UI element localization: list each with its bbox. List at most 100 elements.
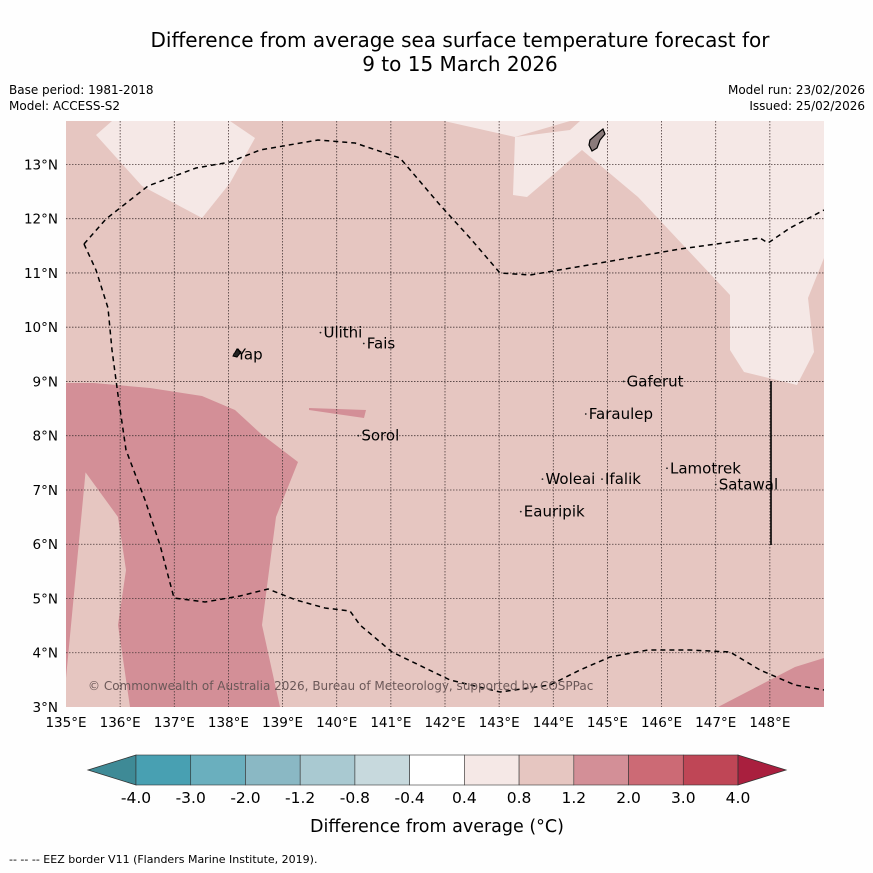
place-labels: Ulithi Fais Yap Gaferut Faraulep Sorol Lamotre… <box>232 324 778 521</box>
meta-right: Model run: 23/02/2026 Issued: 25/02/2026 <box>728 82 865 114</box>
yap-island-shape <box>232 348 242 358</box>
colorbar-tick-label: 1.2 <box>561 789 586 807</box>
atoll-marker <box>622 380 625 383</box>
eez-border-north <box>83 139 824 276</box>
y-tick-label: 4°N <box>33 646 58 662</box>
colorbar-segment <box>628 754 684 786</box>
colorbar-ticks: -4.0 -3.0 -2.0 -1.2 -0.8 -0.4 0.4 0.8 1.2 2.0 3.0 4… <box>121 789 750 807</box>
colorbar-tick-label: -0.8 <box>340 789 370 807</box>
x-tick-label: 138°E <box>208 715 249 731</box>
y-tick-label: 10°N <box>24 320 58 336</box>
colorbar-tick-label: -3.0 <box>176 789 206 807</box>
colorbar-segment <box>409 754 465 786</box>
colorbar-segment <box>518 754 575 786</box>
atoll-marker <box>666 467 668 470</box>
model-name: Model: ACCESS-S2 <box>9 99 121 113</box>
x-axis-ticks: 135°E 136°E 137°E 138°E 139°E 140°E 141°E 142°E… <box>45 715 790 731</box>
colorbar-tick-label: -0.4 <box>395 789 425 807</box>
y-tick-label: 12°N <box>24 212 58 228</box>
atoll-marker <box>519 510 522 513</box>
model-run: Model run: 23/02/2026 <box>727 83 865 97</box>
colorbar-segment <box>190 754 246 786</box>
colorbar-segment <box>464 754 520 786</box>
colorbar-segment <box>354 754 410 786</box>
y-tick-label: 7°N <box>33 483 58 499</box>
title-line-1: Difference from average sea surface temp… <box>150 28 770 52</box>
atoll-marker <box>362 342 365 345</box>
colorbar-tick-label: -2.0 <box>230 789 260 807</box>
y-axis-ticks: 3°N 4°N 5°N 6°N 7°N 8°N 9°N 10°N 11°N 12°N 13°N <box>24 157 58 716</box>
guam-island-shape <box>588 128 606 152</box>
place-label: Gaferut <box>627 372 684 390</box>
place-label: Ifalik <box>605 470 641 488</box>
anomaly-fill-1.2-2.0-patch <box>309 408 366 418</box>
x-tick-label: 143°E <box>479 715 520 731</box>
colorbar-tick-label: -4.0 <box>121 789 151 807</box>
colorbar-segment <box>135 754 192 786</box>
colorbar-tick-label: 0.8 <box>507 789 532 807</box>
place-label: Sorol <box>361 427 399 445</box>
place-label: Faraulep <box>589 405 653 423</box>
eez-footnote: -- -- -- EEZ border V11 (Flanders Marine… <box>9 853 318 866</box>
atoll-marker <box>584 413 587 415</box>
anomaly-fill-1.2-2.0-west <box>66 383 298 707</box>
x-tick-label: 141°E <box>370 715 411 731</box>
colorbar-label: Difference from average (°C) <box>310 817 564 837</box>
anomaly-fill-0.4-0.8-ne <box>444 121 824 385</box>
place-label: Fais <box>367 334 396 352</box>
colorbar-segment <box>573 754 629 786</box>
x-tick-label: 146°E <box>641 715 682 731</box>
colorbar-tick-label: 4.0 <box>726 789 751 807</box>
map-title: Difference from average sea surface temp… <box>60 28 860 76</box>
x-tick-label: 144°E <box>533 715 574 731</box>
eez-border-west <box>83 243 824 693</box>
anomaly-fill-1.2-2.0-se <box>718 658 824 707</box>
colorbar-segment <box>682 754 739 786</box>
meta-left: Base period: 1981-2018 Model: ACCESS-S2 <box>9 82 154 114</box>
atoll-marker <box>541 478 544 481</box>
colorbar-tick-label: 3.0 <box>671 789 696 807</box>
place-label: Satawal <box>719 476 778 494</box>
atoll-marker <box>232 353 235 356</box>
place-label: Woleai <box>545 470 595 488</box>
x-tick-label: 145°E <box>587 715 628 731</box>
x-tick-label: 148°E <box>749 715 790 731</box>
map-plot-area: Ulithi Fais Yap Gaferut Faraulep Sorol Lamotre… <box>66 121 824 707</box>
graticule <box>66 121 824 707</box>
colorbar-tick-label: 0.4 <box>452 789 477 807</box>
base-period: Base period: 1981-2018 <box>9 83 154 97</box>
place-label: Yap <box>236 345 263 363</box>
atoll-marker <box>601 478 603 481</box>
y-tick-label: 13°N <box>24 157 58 173</box>
x-tick-label: 135°E <box>45 715 86 731</box>
place-label: Ulithi <box>323 324 362 342</box>
y-tick-label: 6°N <box>33 537 58 553</box>
copyright-text: © Commonwealth of Australia 2026, Bureau… <box>88 679 593 693</box>
atoll-marker <box>319 331 322 334</box>
place-label: Eauripik <box>524 503 585 521</box>
colorbar-segment <box>299 754 356 786</box>
y-tick-label: 11°N <box>24 266 58 282</box>
x-tick-label: 139°E <box>262 715 303 731</box>
y-tick-label: 8°N <box>33 429 58 445</box>
y-tick-label: 9°N <box>33 374 58 390</box>
colorbar-extend-low <box>86 754 137 786</box>
colorbar-segment <box>245 754 301 786</box>
y-tick-label: 5°N <box>33 591 58 607</box>
atoll-marker <box>357 434 360 437</box>
x-tick-label: 147°E <box>695 715 736 731</box>
colorbar-tick-label: -1.2 <box>285 789 315 807</box>
colorbar-extend-high <box>737 754 788 786</box>
atoll-marker <box>714 483 717 486</box>
colorbar <box>86 754 788 786</box>
x-tick-label: 140°E <box>316 715 357 731</box>
anomaly-fill-0.4-0.8-nw <box>96 121 255 218</box>
place-label: Lamotrek <box>670 459 741 477</box>
x-tick-label: 136°E <box>100 715 141 731</box>
x-tick-label: 142°E <box>424 715 465 731</box>
x-tick-label: 137°E <box>154 715 195 731</box>
title-line-2: 9 to 15 March 2026 <box>362 52 558 76</box>
y-tick-label: 3°N <box>33 700 58 716</box>
colorbar-tick-label: 2.0 <box>616 789 641 807</box>
